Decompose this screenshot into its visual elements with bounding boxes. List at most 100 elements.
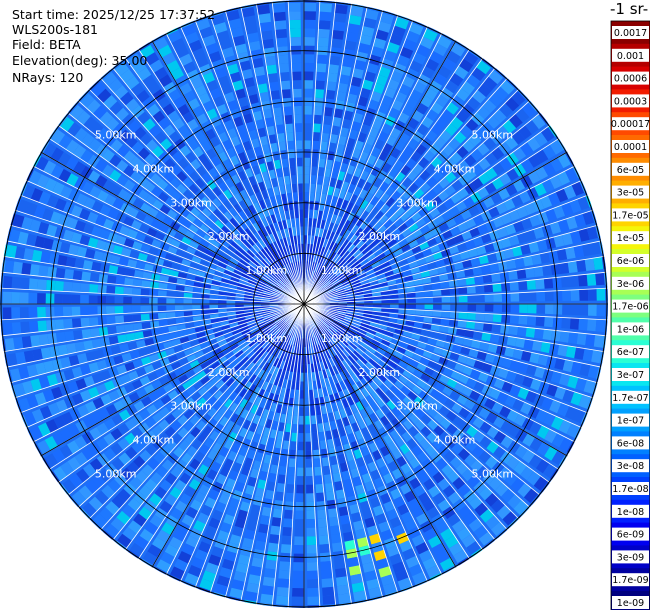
range-gate-cell xyxy=(314,466,322,476)
range-gate-cell xyxy=(422,557,437,571)
range-gate-cell xyxy=(371,367,381,377)
range-gate-cell xyxy=(52,448,66,464)
range-gate-cell xyxy=(202,160,214,172)
range-gate-cell xyxy=(244,401,254,412)
range-gate-cell xyxy=(253,376,261,387)
range-gate-cell xyxy=(391,448,403,460)
range-gate-cell xyxy=(319,543,331,554)
range-gate-cell xyxy=(226,166,236,178)
colorbar-label: 0.0001 xyxy=(614,142,647,153)
range-gate-cell xyxy=(13,337,24,350)
range-gate-cell xyxy=(446,378,458,389)
range-gate-cell xyxy=(226,304,236,309)
colorbar-label: 1.7e-05 xyxy=(612,210,648,221)
range-gate-cell xyxy=(124,277,134,286)
range-gate-cell xyxy=(254,288,263,293)
range-gate-cell xyxy=(340,371,348,381)
range-gate-cell xyxy=(359,87,371,99)
range-gate-cell xyxy=(104,523,120,539)
range-gate-cell xyxy=(132,314,142,322)
range-gate-cell xyxy=(448,279,458,287)
range-gate-cell xyxy=(398,304,408,309)
range-gate-cell xyxy=(123,482,137,496)
range-gate-cell xyxy=(417,206,429,217)
range-ring-label: 4.00km xyxy=(133,162,175,175)
range-gate-cell xyxy=(226,9,240,22)
range-gate-cell xyxy=(59,242,71,254)
range-gate-cell xyxy=(429,207,441,219)
range-gate-cell xyxy=(587,288,597,301)
range-gate-cell xyxy=(552,317,562,328)
range-gate-cell xyxy=(252,330,261,337)
range-gate-cell xyxy=(191,557,206,570)
range-gate-cell xyxy=(28,292,38,304)
range-gate-cell xyxy=(350,467,360,479)
range-gate-cell xyxy=(150,219,162,230)
range-gate-cell xyxy=(261,371,269,381)
range-gate-cell xyxy=(83,340,94,351)
range-gate-cell xyxy=(259,91,270,102)
range-gate-cell xyxy=(424,87,438,101)
range-gate-cell xyxy=(191,392,202,402)
range-gate-cell xyxy=(288,466,296,476)
range-gate-cell xyxy=(595,272,605,286)
range-gate-cell xyxy=(244,348,253,356)
range-gate-cell xyxy=(375,387,385,397)
range-gate-cell xyxy=(332,542,344,553)
colorbar-label: 6e-05 xyxy=(617,165,644,176)
range-gate-cell xyxy=(257,127,267,138)
range-gate-cell xyxy=(570,391,583,406)
colorbar: 0.00170.0010.00060.00030.000170.00016e-0… xyxy=(610,20,650,610)
range-gate-cell xyxy=(390,178,401,190)
range-gate-cell xyxy=(381,58,394,70)
range-gate-cell xyxy=(96,239,107,251)
range-gate-cell xyxy=(324,341,330,350)
range-gate-cell xyxy=(339,127,349,138)
range-gate-cell xyxy=(211,197,222,208)
range-gate-cell xyxy=(387,238,398,247)
range-gate-cell xyxy=(543,412,556,427)
range-gate-cell xyxy=(378,359,388,369)
range-gate-cell xyxy=(348,432,357,443)
range-gate-cell xyxy=(352,383,361,393)
range-gate-cell xyxy=(348,129,358,140)
range-gate-cell xyxy=(269,277,277,284)
range-gate-cell xyxy=(550,157,564,172)
range-gate-cell xyxy=(320,246,325,256)
range-gate-cell xyxy=(320,352,326,362)
range-gate-cell xyxy=(188,224,199,234)
range-gate-cell xyxy=(224,388,234,398)
range-gate-cell xyxy=(327,313,337,318)
range-gate-cell xyxy=(354,312,364,316)
range-gate-cell xyxy=(548,250,559,263)
range-gate-cell xyxy=(526,364,537,376)
start-time-text: Start time: 2025/12/25 17:37:52 xyxy=(12,7,215,22)
range-gate-cell xyxy=(386,400,397,411)
range-gate-cell xyxy=(415,291,425,297)
range-gate-cell xyxy=(388,284,398,290)
range-gate-cell xyxy=(28,307,38,319)
range-gate-cell xyxy=(289,336,294,345)
range-gate-cell xyxy=(245,121,256,132)
range-gate-cell xyxy=(265,267,274,276)
range-gate-cell xyxy=(449,351,460,361)
range-gate-cell xyxy=(377,224,387,234)
range-gate-cell xyxy=(557,171,571,186)
range-gate-cell xyxy=(336,269,344,277)
range-gate-cell xyxy=(542,161,556,176)
range-gate-cell xyxy=(348,84,360,96)
range-gate-cell xyxy=(259,261,267,270)
range-gate-cell xyxy=(132,279,143,287)
range-gate-cell xyxy=(186,69,200,82)
range-gate-cell xyxy=(247,175,257,186)
range-gate-cell xyxy=(499,157,512,171)
range-gate-cell xyxy=(22,184,36,200)
range-gate-cell xyxy=(431,170,444,182)
range-gate-cell xyxy=(319,265,326,274)
range-gate-cell xyxy=(283,106,292,116)
range-gate-cell xyxy=(261,351,269,360)
range-gate-cell xyxy=(224,409,234,420)
range-gate-cell xyxy=(346,332,355,339)
range-gate-cell xyxy=(344,191,352,202)
